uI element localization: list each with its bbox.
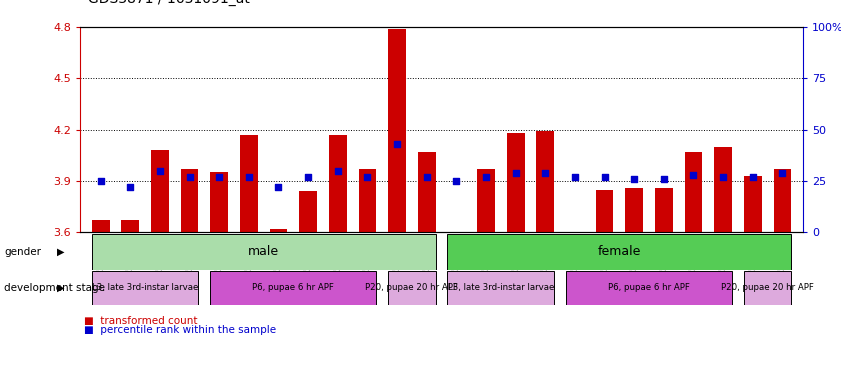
Point [717, 174, 730, 180]
Bar [655, 188, 673, 232]
Bar [210, 271, 376, 305]
Bar [270, 229, 288, 232]
Point [627, 176, 641, 182]
Point [301, 174, 315, 180]
Bar [447, 234, 791, 270]
Bar [714, 147, 732, 232]
Point [746, 174, 759, 180]
Point [361, 174, 374, 180]
Text: gender: gender [4, 247, 41, 257]
Text: ■  transformed count: ■ transformed count [84, 316, 198, 326]
Bar [744, 271, 791, 305]
Point [390, 141, 404, 147]
Bar [92, 234, 436, 270]
Point [509, 170, 522, 176]
Point [331, 167, 345, 174]
Bar [181, 169, 198, 232]
Bar [240, 135, 257, 232]
Point [213, 174, 226, 180]
Text: L3, late 3rd-instar larvae: L3, late 3rd-instar larvae [447, 283, 554, 292]
Bar [537, 131, 554, 232]
Bar [389, 28, 406, 232]
Bar [299, 191, 317, 232]
Bar [92, 271, 198, 305]
Point [124, 184, 137, 190]
Text: ▶: ▶ [57, 283, 65, 293]
Bar [121, 220, 139, 232]
Bar [418, 152, 436, 232]
Point [538, 170, 552, 176]
Point [657, 176, 670, 182]
Text: P20, pupae 20 hr APF: P20, pupae 20 hr APF [366, 283, 458, 292]
Bar [595, 190, 613, 232]
Point [598, 174, 611, 180]
Text: GDS3871 / 1631091_at: GDS3871 / 1631091_at [88, 0, 250, 6]
Text: P6, pupae 6 hr APF: P6, pupae 6 hr APF [252, 283, 334, 292]
Point [479, 174, 493, 180]
Text: ▶: ▶ [57, 247, 65, 257]
Bar [151, 150, 169, 232]
Point [420, 174, 433, 180]
Point [450, 178, 463, 184]
Bar [477, 169, 495, 232]
Text: development stage: development stage [4, 283, 105, 293]
Text: P20, pupae 20 hr APF: P20, pupae 20 hr APF [721, 283, 814, 292]
Bar [774, 169, 791, 232]
Text: ■  percentile rank within the sample: ■ percentile rank within the sample [84, 325, 276, 335]
Point [182, 174, 196, 180]
Point [272, 184, 285, 190]
Bar [329, 135, 346, 232]
Bar [389, 271, 436, 305]
Point [94, 178, 108, 184]
Text: female: female [598, 245, 641, 258]
Point [687, 172, 701, 178]
Point [153, 167, 167, 174]
Bar [744, 176, 762, 232]
Bar [92, 220, 109, 232]
Point [242, 174, 256, 180]
Text: P6, pupae 6 hr APF: P6, pupae 6 hr APF [608, 283, 690, 292]
Text: L3, late 3rd-instar larvae: L3, late 3rd-instar larvae [92, 283, 198, 292]
Text: male: male [248, 245, 279, 258]
Bar [566, 271, 732, 305]
Point [775, 170, 789, 176]
Bar [358, 169, 376, 232]
Bar [210, 172, 228, 232]
Bar [447, 271, 554, 305]
Bar [507, 133, 525, 232]
Point [569, 174, 582, 180]
Bar [626, 188, 643, 232]
Bar [685, 152, 702, 232]
